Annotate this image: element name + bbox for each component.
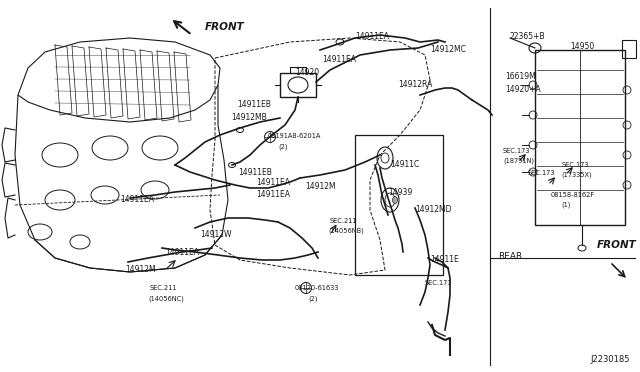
Text: 14912M: 14912M (125, 265, 156, 274)
Text: 14911E: 14911E (430, 255, 459, 264)
Bar (622, 40, 636, 58)
Text: 14912M: 14912M (305, 182, 335, 191)
Text: 08120-61633: 08120-61633 (295, 285, 339, 291)
Ellipse shape (392, 196, 397, 203)
Text: (2): (2) (278, 143, 287, 150)
Text: REAR: REAR (498, 252, 522, 261)
Text: SEC.211: SEC.211 (330, 218, 358, 224)
Text: (14056NB): (14056NB) (328, 228, 364, 234)
Text: 14920: 14920 (295, 68, 319, 77)
Text: SEC.173: SEC.173 (425, 280, 452, 286)
Text: 14912W: 14912W (200, 230, 232, 239)
Text: (14056NC): (14056NC) (148, 295, 184, 301)
Text: 22365+B: 22365+B (510, 32, 546, 41)
Text: 16619M: 16619M (505, 72, 536, 81)
Text: FRONT: FRONT (597, 240, 637, 250)
Text: SEC.173: SEC.173 (528, 170, 556, 176)
Text: 14912MC: 14912MC (430, 45, 466, 54)
Text: 14911C: 14911C (390, 160, 419, 169)
Text: 14911EA: 14911EA (165, 248, 199, 257)
Text: SEC.173: SEC.173 (503, 148, 531, 154)
Text: 14912MB: 14912MB (231, 113, 267, 122)
Text: 08191A8-6201A: 08191A8-6201A (268, 133, 321, 139)
Text: J2230185: J2230185 (590, 355, 630, 364)
Text: SEC.173: SEC.173 (562, 162, 589, 168)
Text: 14939: 14939 (388, 188, 412, 197)
Text: 14911EA: 14911EA (120, 195, 154, 204)
Text: (18791N): (18791N) (503, 158, 534, 164)
Text: 08158-8162F: 08158-8162F (551, 192, 595, 198)
Text: 14912MD: 14912MD (415, 205, 451, 214)
Bar (535, 50, 625, 225)
Text: 14911EB: 14911EB (238, 168, 272, 177)
Bar (355, 135, 443, 275)
Text: 14911EA: 14911EA (256, 178, 290, 187)
Text: 14912RA: 14912RA (398, 80, 433, 89)
Text: (1): (1) (561, 202, 570, 208)
Text: 14950: 14950 (570, 42, 595, 51)
Text: 14920+A: 14920+A (505, 85, 541, 94)
Text: (2): (2) (308, 295, 317, 301)
Text: 14911EB: 14911EB (237, 100, 271, 109)
Text: 14911EA: 14911EA (322, 55, 356, 64)
Text: (17335X): (17335X) (561, 172, 591, 179)
Text: 14911EA: 14911EA (355, 32, 389, 41)
Text: 14911EA: 14911EA (256, 190, 290, 199)
Text: FRONT: FRONT (205, 22, 244, 32)
Text: SEC.211: SEC.211 (150, 285, 177, 291)
Bar (280, 73, 316, 97)
